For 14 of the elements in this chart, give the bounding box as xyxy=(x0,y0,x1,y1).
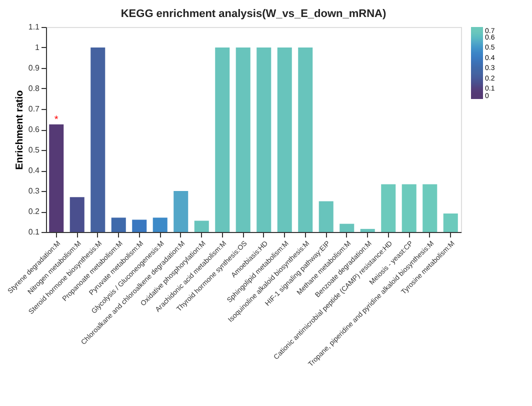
annotation: * xyxy=(54,114,58,126)
y-tick-label: 0.9 xyxy=(28,64,40,72)
y-tick-label: 0.3 xyxy=(28,186,40,196)
y-tick-label: 0.7 xyxy=(28,104,40,114)
y-tick-label: 0.4 xyxy=(28,166,40,175)
y-tick-label: 1 xyxy=(35,43,40,52)
y-axis-title: Enrichment ratio xyxy=(14,90,26,170)
y-tick-label: 0.1 xyxy=(28,228,40,236)
y-tick-label: 1.1 xyxy=(28,22,40,32)
y-tick-label: 0.5 xyxy=(28,146,40,154)
y-tick-label: 0.6 xyxy=(28,125,40,134)
y-tick-label: 0.2 xyxy=(28,207,40,216)
chart-title: KEGG enrichment analysis(W_vs_E_down_mRNA) xyxy=(120,8,386,20)
y-tick-label: 0.8 xyxy=(28,84,40,93)
